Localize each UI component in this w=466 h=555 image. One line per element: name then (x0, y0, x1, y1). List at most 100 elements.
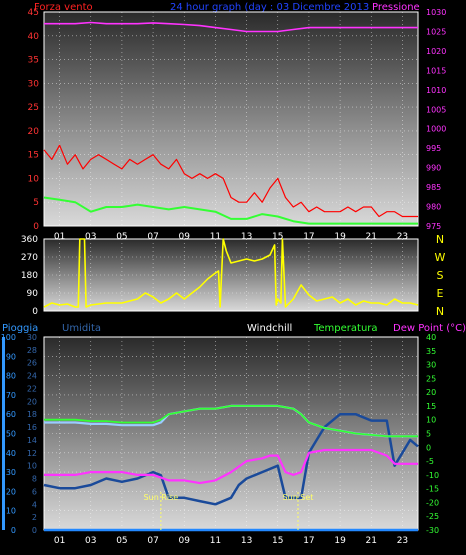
legend-humidity: Umidita (62, 323, 101, 334)
x-tick-label: 07 (147, 536, 158, 546)
x-tick-label: 01 (54, 232, 65, 242)
x-tick-label: 15 (272, 232, 283, 242)
pressure-tick-label: 1025 (426, 27, 446, 36)
temperature-series (44, 404, 418, 438)
temp-tick-label: 20 (426, 388, 436, 397)
x-tick-label: 09 (179, 232, 191, 242)
rain-tick-label: 30 (6, 468, 16, 477)
temp-tick-label: -5 (426, 457, 434, 466)
temp-tick-label: 15 (426, 402, 436, 411)
x-tick-label: 15 (272, 536, 283, 546)
temp-tick-label: 10 (426, 416, 436, 425)
x-tick-label: 23 (397, 536, 408, 546)
temp-tick-label: -15 (426, 485, 439, 494)
humidity-tick-label: 2 (32, 513, 37, 522)
wind-tick-label: 40 (28, 32, 40, 42)
dewpoint-series (44, 448, 418, 485)
x-tick-label: 09 (179, 536, 191, 546)
humidity-tick-label: 24 (27, 372, 37, 381)
rain-tick-label: 10 (6, 507, 16, 516)
wind-tick-label: 45 (28, 8, 39, 18)
rain-tick-label: 50 (6, 430, 16, 439)
x-tick-label: 17 (303, 536, 314, 546)
humidity-series (43, 412, 419, 506)
wind-avg-series (43, 196, 418, 225)
humidity-tick-label: 10 (27, 462, 37, 471)
x-tick-label: 13 (241, 232, 252, 242)
wind-axis-title: Forza vento (34, 2, 93, 13)
direction-tick-label: 0 (32, 307, 38, 317)
direction-tick-label: 360 (21, 235, 38, 245)
temp-tick-label: 5 (426, 430, 431, 439)
pressure-tick-label: 1000 (426, 125, 446, 134)
x-tick-label: 19 (334, 232, 346, 242)
pressure-tick-label: 990 (426, 164, 441, 173)
sun-rise-label: Sun Rise (144, 493, 179, 502)
legend-dewpoint: Dew Point (°C) (393, 323, 466, 334)
humidity-tick-label: 22 (27, 384, 37, 393)
pressure-tick-label: 1020 (426, 47, 446, 56)
graph-title: 24 hour graph (day : 03 Dicembre 2013 (170, 2, 369, 13)
wind-tick-label: 5 (33, 198, 39, 208)
x-tick-label: 07 (147, 232, 158, 242)
rain-tick-label: 40 (6, 449, 16, 458)
humidity-tick-label: 0 (32, 526, 37, 535)
wind-panel-bg (43, 11, 419, 227)
compass-label: E (437, 287, 444, 300)
rain-tick-label: 90 (6, 352, 16, 361)
humidity-tick-label: 14 (27, 436, 37, 445)
wind-tick-label: 25 (28, 103, 39, 113)
temp-tick-label: -25 (426, 512, 439, 521)
temp-tick-label: 35 (426, 347, 436, 356)
compass-label: N (436, 233, 444, 246)
legend-rain: Pioggia (2, 323, 38, 334)
x-tick-label: 03 (85, 536, 96, 546)
x-tick-label: 05 (116, 232, 127, 242)
direction-tick-label: 90 (27, 289, 39, 299)
temp-tick-label: -20 (426, 498, 439, 507)
rain-tick-label: 20 (6, 487, 16, 496)
legend-temperature: Temperatura (313, 323, 378, 334)
temp-tick-label: 30 (426, 361, 436, 370)
rain-tick-label: 60 (6, 410, 16, 419)
x-tick-label: 17 (303, 232, 314, 242)
humidity-tick-label: 8 (32, 475, 37, 484)
pressure-tick-label: 995 (426, 144, 441, 153)
humidity-tick-label: 4 (32, 500, 37, 509)
rain-tick-label: 80 (6, 372, 16, 381)
x-tick-label: 19 (334, 536, 346, 546)
wind-tick-label: 20 (28, 127, 40, 137)
rain-tick-label: 0 (11, 526, 16, 535)
compass-label: N (436, 305, 444, 318)
x-tick-label: 13 (241, 536, 252, 546)
pressure-tick-label: 985 (426, 183, 441, 192)
humidity-tick-label: 12 (27, 449, 37, 458)
direction-tick-label: 180 (21, 271, 38, 281)
humidity-tick-label: 26 (27, 359, 37, 368)
wind-tick-label: 10 (28, 174, 40, 184)
x-tick-label: 21 (366, 232, 377, 242)
temp-tick-label: -10 (426, 471, 439, 480)
humidity-tick-label: 18 (27, 410, 37, 419)
humidity-tick-label: 30 (27, 333, 37, 342)
x-tick-label: 03 (85, 232, 96, 242)
compass-label: S (437, 269, 444, 282)
wind-tick-label: 15 (28, 151, 39, 161)
humidity-tick-label: 28 (27, 346, 37, 355)
x-tick-label: 11 (210, 232, 221, 242)
temp-tick-label: 25 (426, 374, 436, 383)
x-tick-label: 21 (366, 536, 377, 546)
humidity-tick-label: 20 (27, 397, 37, 406)
rain-tick-label: 100 (1, 333, 16, 342)
direction-panel-bg (43, 238, 419, 312)
pressure-tick-label: 975 (426, 222, 441, 231)
sun-set-label: Sun Set (283, 493, 314, 502)
x-tick-label: 23 (397, 232, 408, 242)
temp-tick-label: -30 (426, 526, 439, 535)
temp-tick-label: 0 (426, 443, 431, 452)
wind-tick-label: 35 (28, 56, 39, 66)
legend-windchill: Windchill (247, 323, 292, 334)
pressure-tick-label: 1030 (426, 8, 446, 17)
x-tick-label: 05 (116, 536, 127, 546)
